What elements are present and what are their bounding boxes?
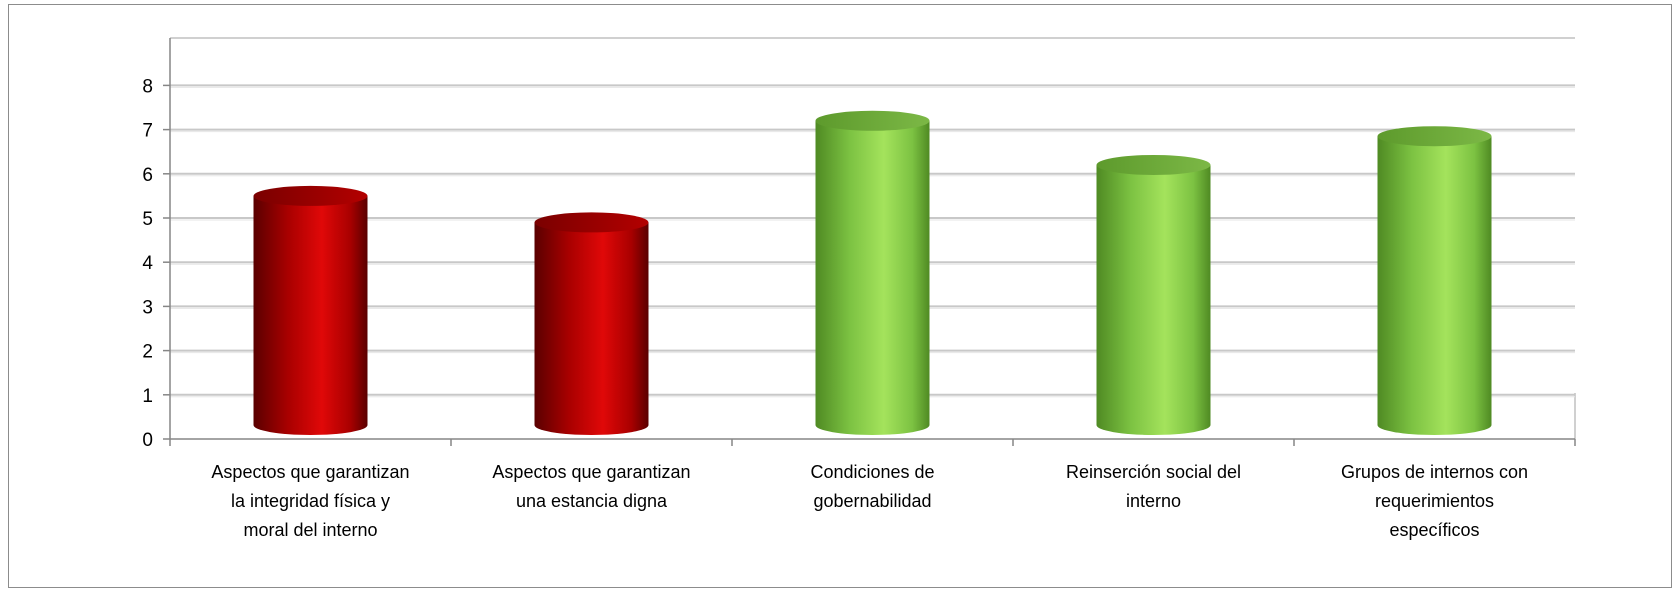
x-category-label-line: gobernabilidad [813, 491, 931, 511]
x-category-label-line: Grupos de internos con [1341, 462, 1528, 482]
bar [1096, 154, 1211, 435]
x-category-label-line: Reinserción social del [1066, 462, 1241, 482]
bar-body [253, 195, 368, 435]
y-tick-label: 1 [142, 386, 153, 407]
y-tick-label: 0 [142, 430, 153, 451]
bar-top [253, 185, 368, 206]
x-category-label-line: requerimientos [1375, 491, 1494, 511]
bar-top [815, 110, 930, 131]
y-tick-label: 8 [142, 76, 153, 97]
bar-top [534, 212, 649, 233]
bar-body [534, 222, 649, 435]
y-tick-label: 7 [142, 121, 153, 142]
bar-body [815, 120, 930, 435]
x-category-label-line: moral del interno [243, 520, 377, 540]
x-category-label-line: Aspectos que garantizan [492, 462, 690, 482]
y-tick-label: 5 [142, 209, 153, 230]
bar-body [1096, 164, 1211, 435]
bar-body [1377, 136, 1492, 436]
bar [1377, 126, 1492, 436]
x-category-label-line: la integridad física y [231, 491, 390, 511]
y-tick-label: 3 [142, 297, 153, 318]
x-category-label-line: una estancia digna [516, 491, 668, 511]
x-category-label-line: Aspectos que garantizan [211, 462, 409, 482]
bar [534, 212, 649, 435]
bar-top [1096, 154, 1211, 175]
x-category-label: Aspectos que garantizan la integridad fís… [211, 462, 409, 540]
x-category-label: Grupos de internos con requerimientos espe… [1341, 462, 1528, 540]
x-category-label: Reinserción social del interno [1066, 462, 1241, 511]
x-category-label-line: específicos [1389, 520, 1479, 540]
y-tick-label: 2 [142, 342, 153, 363]
bar [253, 185, 368, 435]
y-tick-label: 6 [142, 165, 153, 186]
x-category-label: Aspectos que garantizan una estancia dign… [492, 462, 690, 511]
x-category-label-line: interno [1126, 491, 1181, 511]
x-category-label-line: Condiciones de [810, 462, 934, 482]
x-category-label: Condiciones de gobernabilidad [810, 462, 934, 511]
y-tick-label: 4 [142, 253, 153, 274]
bar [815, 110, 930, 435]
bar-top [1377, 126, 1492, 147]
